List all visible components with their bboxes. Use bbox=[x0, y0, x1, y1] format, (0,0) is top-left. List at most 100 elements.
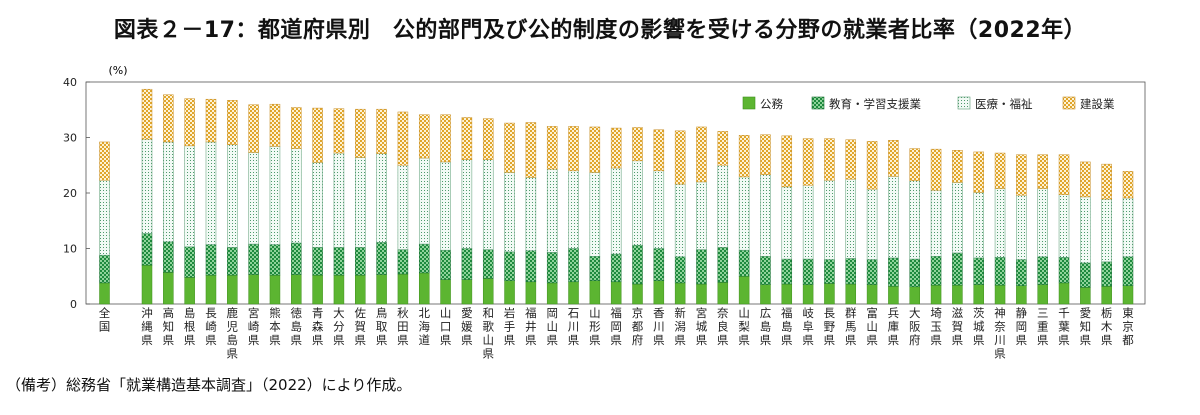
y-axis-label: (%) bbox=[108, 64, 127, 77]
bar-segment bbox=[525, 281, 537, 305]
x-tick-label: 大分県 bbox=[333, 306, 345, 347]
bar-segment bbox=[525, 250, 537, 283]
bar-segment bbox=[930, 284, 942, 305]
bar-segment bbox=[1037, 154, 1048, 189]
bar-segment bbox=[632, 127, 643, 162]
bar-stack bbox=[99, 141, 110, 305]
bar-segment bbox=[717, 247, 729, 283]
bar-segment bbox=[909, 180, 920, 260]
bar-segment bbox=[546, 282, 558, 305]
x-tick-label: 長崎県 bbox=[205, 306, 217, 347]
bar-stack bbox=[589, 126, 601, 305]
bar-segment bbox=[1016, 154, 1027, 196]
x-tick-label: 滋賀県 bbox=[952, 306, 964, 347]
bar-segment bbox=[952, 182, 963, 254]
bar-segment bbox=[610, 167, 622, 255]
bar-stack bbox=[227, 100, 238, 305]
bar-stack bbox=[653, 129, 665, 305]
bar-segment bbox=[546, 252, 558, 284]
bar-stack bbox=[312, 107, 323, 305]
bar-segment bbox=[952, 150, 963, 183]
x-tick-label: 富山県 bbox=[866, 306, 878, 347]
bar-stack bbox=[909, 148, 920, 305]
x-axis-labels: 全国 沖縄県高知県島根県長崎県鹿児島県宮崎県熊本県徳島県青森県大分県佐賀県鳥取県秋… bbox=[99, 306, 1135, 361]
bar-segment bbox=[397, 273, 409, 305]
bar-stack bbox=[397, 111, 409, 305]
bar-segment bbox=[440, 114, 451, 163]
legend-swatch bbox=[1062, 96, 1076, 110]
bar-segment bbox=[440, 249, 451, 280]
x-tick-label: 熊本県 bbox=[269, 306, 281, 347]
bar-segment bbox=[99, 282, 110, 305]
bar-segment bbox=[888, 140, 899, 177]
bar-segment bbox=[994, 152, 1006, 189]
bar-segment bbox=[248, 152, 259, 245]
bar-segment bbox=[1080, 262, 1091, 288]
bar-segment bbox=[845, 258, 857, 285]
x-tick-label: 大阪府 bbox=[909, 306, 921, 347]
bar-stack bbox=[930, 148, 942, 305]
bar-segment bbox=[1016, 285, 1027, 305]
bar-segment bbox=[546, 126, 558, 170]
bar-segment bbox=[781, 135, 793, 188]
x-tick-label: 広島県 bbox=[760, 306, 772, 347]
bar-segment bbox=[163, 141, 174, 243]
bar-segment bbox=[461, 279, 473, 305]
bar-segment bbox=[674, 256, 686, 284]
bar-segment bbox=[440, 161, 451, 251]
bar-segment bbox=[291, 274, 302, 305]
bar-segment bbox=[461, 117, 473, 160]
bar-segment bbox=[568, 126, 579, 172]
bar-segment bbox=[482, 159, 494, 250]
legend-label: 建設業 bbox=[1080, 97, 1115, 111]
bar-segment bbox=[418, 157, 430, 245]
bar-segment bbox=[610, 281, 622, 305]
bar-segment bbox=[99, 254, 110, 284]
bar-segment bbox=[589, 126, 601, 173]
bar-segment bbox=[632, 160, 643, 246]
source-note: （備考）総務省「就業構造基本調査」（2022）により作成。 bbox=[6, 376, 412, 394]
bar-segment bbox=[418, 114, 430, 159]
bar-segment bbox=[696, 181, 707, 250]
bar-segment bbox=[632, 283, 643, 305]
bar-segment bbox=[440, 279, 451, 305]
bar-segment bbox=[653, 170, 665, 249]
x-tick-label: 香川県 bbox=[653, 306, 665, 347]
bar-stack bbox=[1037, 154, 1048, 305]
bar-segment bbox=[802, 258, 814, 285]
bar-segment bbox=[1080, 287, 1091, 305]
bar-segment bbox=[312, 107, 323, 163]
bar-segment bbox=[696, 283, 707, 305]
bar-segment bbox=[653, 129, 665, 172]
bar-segment bbox=[973, 284, 984, 305]
bar-segment bbox=[738, 249, 750, 277]
bar-segment bbox=[738, 276, 750, 305]
x-tick-label: 埼玉県 bbox=[930, 306, 942, 347]
bar-segment bbox=[376, 242, 387, 275]
x-tick-label: 沖縄県 bbox=[141, 306, 153, 347]
x-tick-label: 茨城県 bbox=[973, 306, 985, 347]
bar-segment bbox=[355, 274, 366, 305]
bar-stack bbox=[504, 122, 515, 305]
bar-segment bbox=[141, 233, 153, 266]
bar-stack bbox=[610, 127, 622, 305]
bar-segment bbox=[760, 256, 771, 285]
x-tick-label: 全国 bbox=[99, 306, 111, 334]
bar-segment bbox=[1058, 282, 1070, 305]
bar-segment bbox=[909, 258, 920, 288]
legend-swatch bbox=[742, 96, 756, 110]
bar-stack bbox=[888, 140, 899, 305]
bar-segment bbox=[1122, 285, 1134, 305]
bar-segment bbox=[333, 274, 345, 305]
bar-segment bbox=[781, 186, 793, 260]
bar-segment bbox=[269, 244, 281, 276]
bar-stack bbox=[333, 108, 345, 305]
bar-segment bbox=[717, 131, 729, 166]
bar-segment bbox=[824, 138, 835, 181]
legend-label: 教育・学習支援業 bbox=[829, 97, 921, 111]
x-tick-label: 京都府 bbox=[632, 306, 644, 347]
y-axis: 0 10 20 30 40 bbox=[63, 76, 90, 311]
bar-stack bbox=[674, 130, 686, 305]
legend: 公務 教育・学習支援業 医療・福祉 建設業 bbox=[742, 96, 1115, 111]
bar-segment bbox=[610, 253, 622, 283]
